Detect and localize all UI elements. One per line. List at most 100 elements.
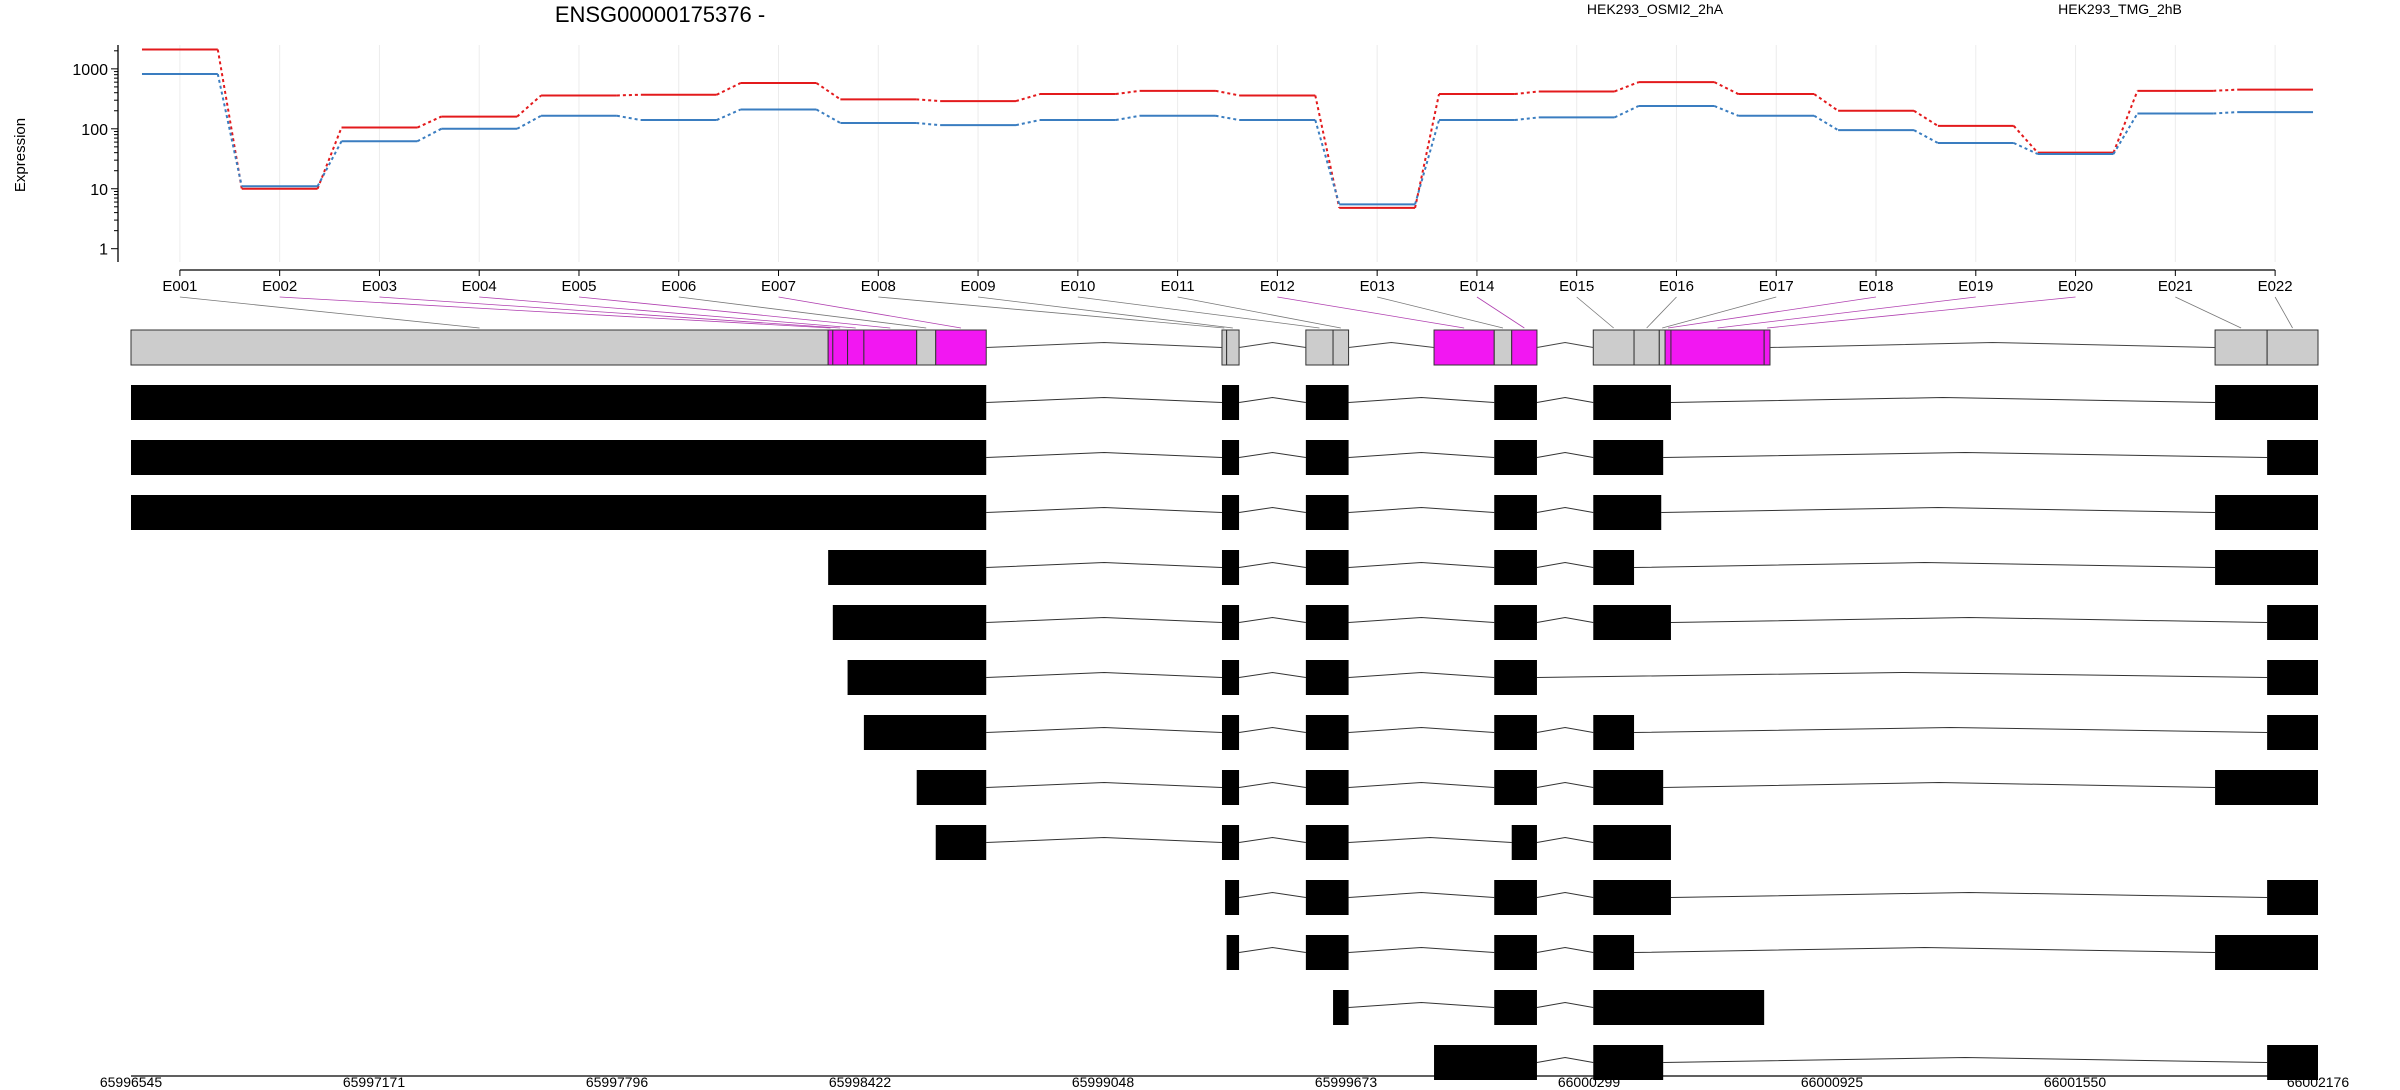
transcript xyxy=(828,550,2318,585)
series-transition xyxy=(2112,90,2139,154)
intron-line xyxy=(1536,1001,1594,1008)
transcript-exon xyxy=(1593,1045,1664,1080)
series-transition xyxy=(316,127,343,190)
intron-line xyxy=(986,836,1222,843)
y-axis-label: Expression xyxy=(12,118,29,192)
transcript-exon xyxy=(1593,880,1671,915)
series-transition xyxy=(216,73,243,187)
bin-connector xyxy=(1717,296,1976,329)
vertical-gridlines xyxy=(179,45,2276,262)
transcript-exon xyxy=(131,440,987,475)
x-tick-label: E017 xyxy=(1759,278,1794,295)
transcript xyxy=(935,825,1671,860)
x-tick-label: E018 xyxy=(1858,278,1893,295)
series-transition xyxy=(1115,114,1140,122)
genomic-coordinate-axis: 65996545 65997171 65997796 65998422 65999048… xyxy=(100,1074,2350,1090)
x-tick-label: E001 xyxy=(162,278,197,295)
series-transition xyxy=(1614,81,1639,93)
transcript-exon xyxy=(2267,880,2318,915)
series-transition xyxy=(1713,81,1739,95)
intron-line xyxy=(1634,946,2216,953)
exon-bin xyxy=(1763,329,1771,366)
intron-line xyxy=(986,726,1222,733)
x-tick-label: E006 xyxy=(661,278,696,295)
chart-title: ENSG00000175376 - xyxy=(555,2,765,27)
transcript xyxy=(916,770,2318,805)
bin-connector xyxy=(279,296,831,329)
bin-connector xyxy=(1476,296,1525,329)
transcript-exon xyxy=(131,495,987,530)
expression-series xyxy=(141,48,2314,209)
intron-line xyxy=(1536,561,1594,568)
series-2 xyxy=(141,73,2314,206)
intron-line xyxy=(1536,946,1594,953)
transcript xyxy=(1226,935,2318,970)
exon-bin xyxy=(847,329,865,366)
bin-connector xyxy=(878,296,1225,329)
transcript-exon xyxy=(1305,935,1349,970)
transcript-exon xyxy=(1593,385,1671,420)
transcript-exon xyxy=(1511,825,1537,860)
transcript-exon xyxy=(1593,550,1635,585)
series-transition xyxy=(1913,129,1939,144)
genomic-tick-label: 65999673 xyxy=(1315,1074,1378,1090)
exon-bin xyxy=(935,329,987,366)
transcript-exon xyxy=(1333,990,1349,1025)
exon-bin xyxy=(863,329,918,366)
intron-line xyxy=(986,451,1222,458)
transcript-exon xyxy=(1494,660,1537,695)
series-transition xyxy=(416,115,442,129)
series-transition xyxy=(916,98,941,103)
series-transition xyxy=(1514,116,1539,122)
x-tick-label: E011 xyxy=(1161,278,1195,295)
genomic-tick-label: 66001550 xyxy=(2044,1074,2107,1090)
x-tick-label: E016 xyxy=(1659,278,1694,295)
series-transition xyxy=(1314,119,1341,205)
intron-line xyxy=(986,561,1222,568)
exon-bin xyxy=(1658,329,1666,366)
series-transition xyxy=(416,127,442,143)
series-transition xyxy=(1514,90,1539,96)
exon-bin xyxy=(1493,329,1513,366)
genomic-tick-label: 66000925 xyxy=(1801,1074,1864,1090)
bin-connector xyxy=(1646,296,1677,329)
transcript-exon xyxy=(1593,935,1635,970)
exon-bin xyxy=(1664,329,1672,366)
exon-bin xyxy=(1511,329,1538,366)
series-transition xyxy=(1414,119,1440,205)
intron-line xyxy=(1670,396,2216,403)
x-tick-label: E022 xyxy=(2258,278,2293,295)
intron-line xyxy=(1536,341,1594,348)
exon-bin xyxy=(1332,329,1350,366)
intron-line xyxy=(986,341,1222,348)
bin-connector xyxy=(2274,296,2293,329)
transcript-exon xyxy=(1494,605,1537,640)
x-tick-label: E009 xyxy=(961,278,996,295)
transcript-exon xyxy=(1221,660,1240,695)
transcript-exon xyxy=(1305,770,1349,805)
transcript-exon xyxy=(2267,660,2318,695)
intron-line xyxy=(1663,451,2268,458)
intron-line xyxy=(986,671,1222,678)
exon-bin xyxy=(1305,329,1334,366)
intron-line xyxy=(1536,891,1594,898)
intron-line xyxy=(1536,671,2268,678)
series-transition xyxy=(616,93,641,97)
series-transition xyxy=(1215,89,1240,97)
series-transition xyxy=(2013,142,2039,155)
transcript-exon xyxy=(1305,385,1349,420)
bin-connector xyxy=(179,296,480,329)
bin-connector xyxy=(1377,296,1504,329)
intron-line xyxy=(1348,781,1495,788)
intron-line xyxy=(1536,506,1594,513)
series-transition xyxy=(1015,93,1041,103)
intron-line xyxy=(1670,616,2268,623)
transcript-exon xyxy=(935,825,987,860)
transcript-exon xyxy=(2267,440,2318,475)
bin-connector xyxy=(778,296,962,329)
exon-bin xyxy=(1221,329,1228,366)
intron-line xyxy=(1238,946,1306,953)
bin-connector xyxy=(1767,296,2076,329)
series-transition xyxy=(2213,88,2238,92)
transcript xyxy=(131,440,2318,475)
